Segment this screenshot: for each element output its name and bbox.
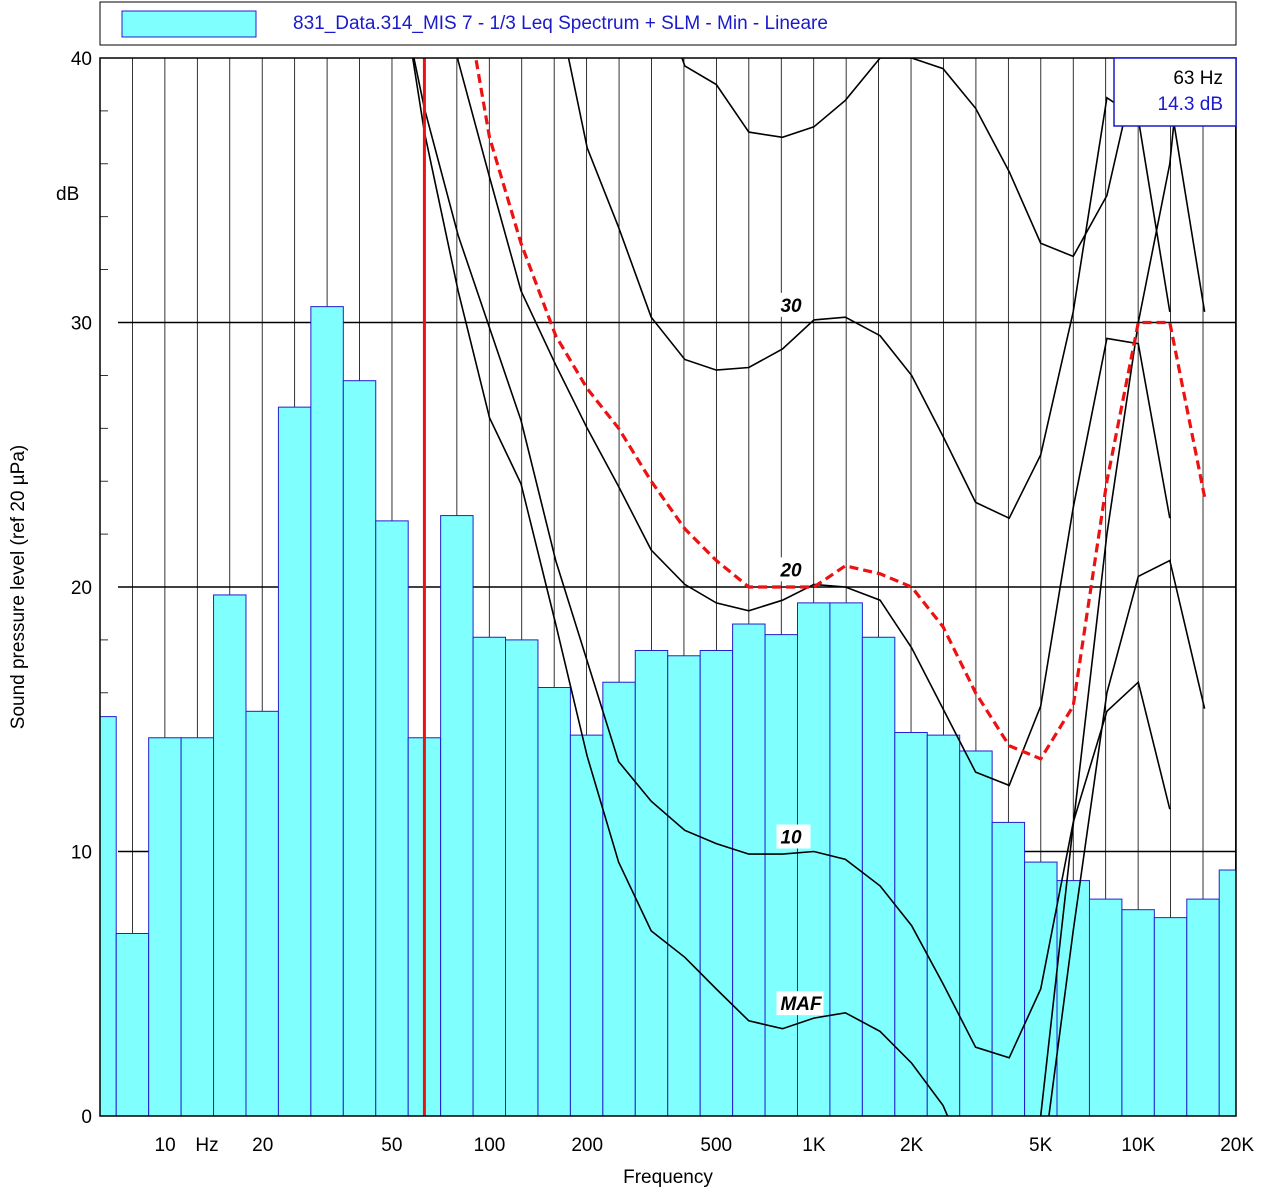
isophon-curve xyxy=(411,58,949,1116)
y-tick-label: 20 xyxy=(71,578,92,599)
x-tick-label: 50 xyxy=(381,1135,402,1156)
dashed-threshold-curve xyxy=(474,58,1207,761)
bar xyxy=(148,737,182,1117)
bar xyxy=(926,734,961,1117)
bar xyxy=(764,634,798,1117)
bar xyxy=(1121,909,1155,1117)
bar xyxy=(602,681,636,1117)
bar xyxy=(796,602,831,1117)
cursor-value: 14.3 dB xyxy=(1158,94,1224,115)
bar xyxy=(472,636,507,1117)
bar xyxy=(667,655,701,1117)
bar xyxy=(1153,917,1188,1117)
y-tick-labels: 0 10 20 30 40 xyxy=(71,49,92,1128)
y-tick-label: 30 xyxy=(71,314,92,335)
x-tick-label: 200 xyxy=(571,1135,603,1156)
x-tick-label: 20 xyxy=(252,1135,273,1156)
x-tick-label: 5K xyxy=(1029,1135,1053,1156)
bar xyxy=(1056,880,1090,1117)
x-axis-title: Frequency xyxy=(623,1167,713,1188)
bar xyxy=(505,639,539,1117)
curve-label: 20 xyxy=(779,560,802,581)
bar xyxy=(277,406,312,1117)
isophon-curve xyxy=(1039,58,1182,1116)
bars xyxy=(99,306,1237,1117)
y-tick-label: 40 xyxy=(71,49,92,70)
threshold-curve xyxy=(474,58,1207,761)
isophon-curve xyxy=(1048,559,1206,1116)
bar xyxy=(375,520,409,1117)
bar xyxy=(1186,898,1220,1117)
bar xyxy=(115,932,150,1117)
bar xyxy=(537,687,571,1117)
curve-label: 30 xyxy=(780,296,802,317)
curve-label: 10 xyxy=(780,828,802,849)
cursor-frequency: 63 Hz xyxy=(1173,68,1223,89)
isophon-curve xyxy=(681,58,1206,313)
isophon-curve xyxy=(413,58,1171,1059)
bar xyxy=(1088,898,1123,1117)
bar xyxy=(569,734,604,1117)
curve-label: MAF xyxy=(780,994,823,1015)
legend-box xyxy=(99,1,1237,46)
isophon-curve xyxy=(567,58,1171,520)
bar xyxy=(440,515,474,1117)
x-unit-label: Hz xyxy=(195,1135,218,1156)
x-tick-label: 10K xyxy=(1121,1135,1155,1156)
bar xyxy=(180,737,215,1117)
curve-label-bg xyxy=(776,292,811,317)
x-tick-label: 20K xyxy=(1220,1135,1254,1156)
bar xyxy=(699,649,734,1117)
bar xyxy=(732,623,766,1117)
bar xyxy=(213,594,247,1117)
y-unit-label: dB xyxy=(56,184,79,205)
curve-label-bg xyxy=(776,557,811,582)
bar xyxy=(342,380,377,1117)
x-tick-label: 10 xyxy=(155,1135,176,1156)
legend-swatch xyxy=(121,10,257,38)
x-tick-label: 1K xyxy=(802,1135,826,1156)
x-tick-label: 500 xyxy=(700,1135,732,1156)
y-axis-title: Sound pressure level (ref 20 µPa) xyxy=(8,445,29,729)
bar xyxy=(959,750,993,1117)
x-tick-labels: 10 20 50 100 200 500 1K 2K 5K 10K 20K xyxy=(155,1135,1255,1156)
bar xyxy=(634,649,669,1117)
curve-label-bg xyxy=(776,824,811,849)
bar xyxy=(1218,869,1237,1117)
isophon-curves xyxy=(411,58,1206,1116)
plot-frame xyxy=(99,57,1237,1117)
cursor-readout-box xyxy=(1113,57,1237,127)
y-tick-label: 0 xyxy=(81,1107,92,1128)
bar xyxy=(99,716,117,1117)
legend-label: 831_Data.314_MIS 7 - 1/3 Leq Spectrum + … xyxy=(293,13,828,34)
curve-label-bg xyxy=(776,991,824,1016)
bar xyxy=(245,710,279,1117)
x-tick-label: 100 xyxy=(474,1135,506,1156)
x-tick-label: 2K xyxy=(900,1135,924,1156)
bar xyxy=(991,821,1026,1117)
y-tick-label: 10 xyxy=(71,843,92,864)
isophon-curve xyxy=(456,58,1171,787)
curve-labels: MAF 10 20 30 xyxy=(776,292,824,1016)
bar xyxy=(310,306,344,1117)
